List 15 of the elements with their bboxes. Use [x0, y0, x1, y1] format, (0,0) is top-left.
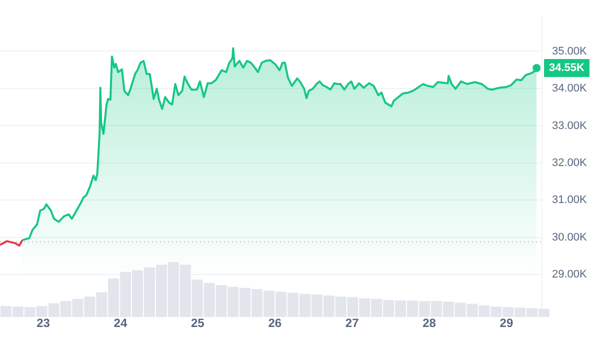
x-tick-label: 29 [500, 316, 514, 330]
annotation: 34.55K [549, 62, 585, 74]
y-tick-label: 33.00K [552, 120, 588, 132]
x-tick-label: 26 [268, 316, 282, 330]
x-tick-label: 23 [36, 316, 50, 330]
y-tick-label: 34.00K [552, 82, 588, 95]
y-tick-label: 30.00K [552, 231, 588, 244]
x-tick-label: 28 [422, 316, 436, 330]
x-tick-label: 27 [345, 316, 360, 330]
y-tick-label: 29.00K [552, 268, 588, 281]
y-tick-label: 31.00K [552, 194, 588, 206]
y-tick-label: 35.00K [552, 45, 588, 58]
y-tick-label: 32.00K [552, 157, 588, 170]
x-tick-label: 25 [190, 316, 205, 330]
x-tick-label: 24 [114, 316, 128, 330]
